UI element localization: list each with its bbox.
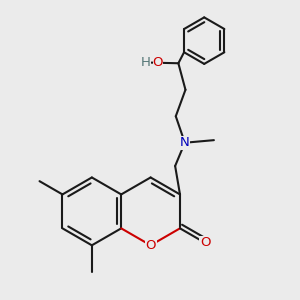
Text: N: N — [180, 136, 190, 149]
Text: H: H — [141, 56, 151, 69]
Text: O: O — [200, 236, 210, 249]
Text: O: O — [152, 56, 163, 69]
Text: O: O — [146, 239, 156, 252]
